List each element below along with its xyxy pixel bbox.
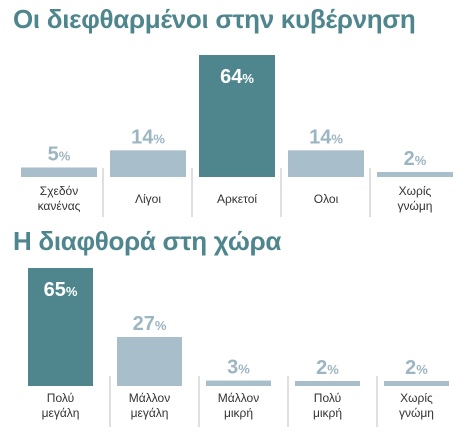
chart-2: 65%Πολύμεγάλη27%Μάλλονμεγάλη3%Μάλλονμικρ… bbox=[28, 268, 449, 427]
category-label: γνώμη bbox=[398, 199, 433, 213]
value-label: 27% bbox=[133, 313, 167, 335]
value-label: 2% bbox=[405, 357, 428, 379]
category-label: μικρή bbox=[313, 406, 342, 420]
bar bbox=[384, 381, 449, 386]
category-label: Μάλλον bbox=[218, 391, 259, 405]
chart-1-title: Οι διεφθαρμένοι στην κυβέρνηση bbox=[13, 4, 416, 34]
bar bbox=[110, 150, 186, 177]
value-label: 3% bbox=[227, 357, 250, 379]
category-label: μεγάλη bbox=[131, 406, 169, 420]
value-label: 5% bbox=[48, 143, 71, 165]
value-label: 14% bbox=[309, 126, 343, 148]
category-label: Αρκετοί bbox=[217, 192, 257, 206]
bar bbox=[21, 167, 97, 177]
value-label: 14% bbox=[131, 126, 165, 148]
category-label: Σχεδόν bbox=[40, 184, 78, 198]
category-label: μεγάλη bbox=[42, 406, 80, 420]
category-label: Λίγοι bbox=[135, 192, 161, 206]
value-label: 2% bbox=[404, 148, 427, 170]
category-label: Χωρίς bbox=[400, 391, 433, 405]
category-label: μικρή bbox=[224, 406, 253, 420]
category-label: Χωρίς bbox=[399, 184, 432, 198]
category-label: Πολύ bbox=[314, 391, 341, 405]
value-label: 64% bbox=[220, 66, 254, 88]
bar bbox=[199, 55, 275, 177]
category-label: Μάλλον bbox=[129, 391, 170, 405]
bar bbox=[117, 336, 182, 386]
value-label: 65% bbox=[44, 279, 78, 301]
bar bbox=[295, 381, 360, 386]
bar bbox=[288, 150, 364, 177]
value-label: 2% bbox=[316, 357, 339, 379]
bar bbox=[377, 172, 453, 177]
chart-2-title: Η διαφθορά στη χώρα bbox=[13, 226, 282, 256]
category-label: Ολοι bbox=[314, 192, 339, 206]
category-label: κανένας bbox=[38, 199, 81, 213]
bar bbox=[28, 268, 93, 386]
category-label: γνώμη bbox=[399, 406, 434, 420]
category-label: Πολύ bbox=[47, 391, 74, 405]
bar bbox=[206, 380, 271, 386]
